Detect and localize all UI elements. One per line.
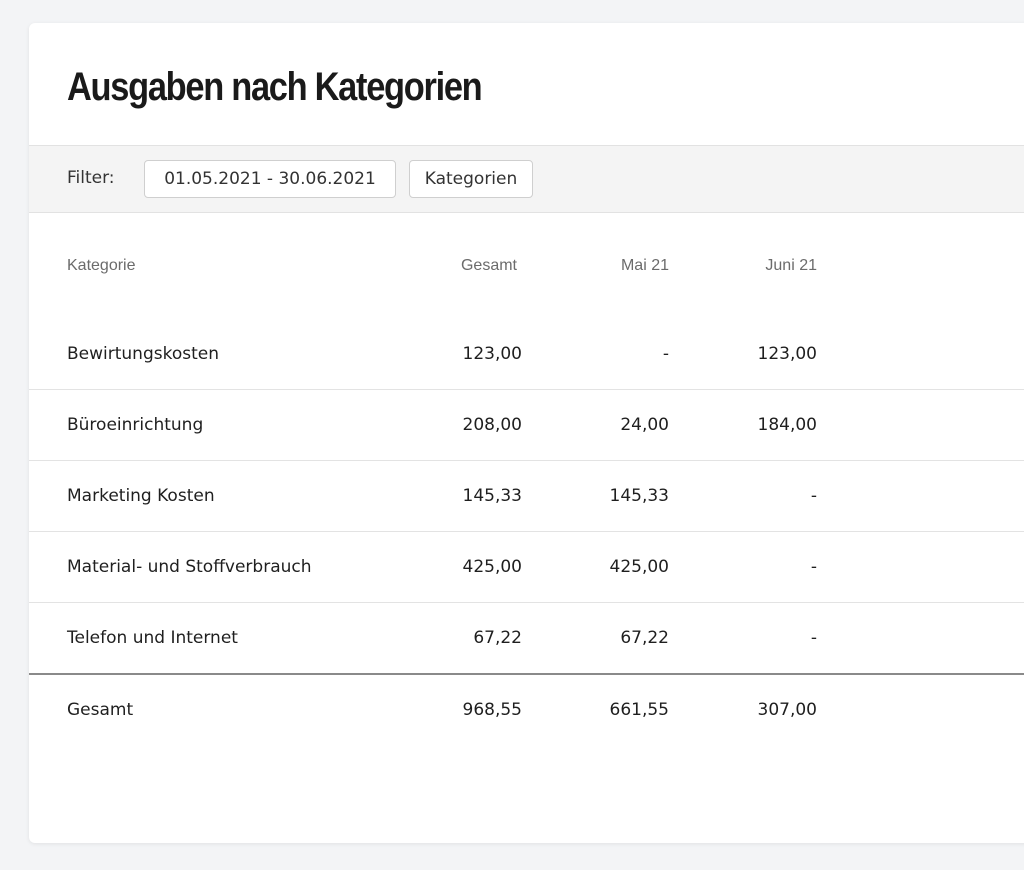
row-total: 123,00 [449,319,522,390]
total-sum: 968,55 [462,700,522,720]
row-spacer [817,531,1024,603]
filter-bar: Filter: 01.05.2021 - 30.06.2021 Kategori… [29,146,1024,213]
row-month-may: 67,22 [522,602,669,675]
row-month-june: - [669,460,817,532]
table-row[interactable]: Material- und Stoffverbrauch 425,00 425,… [29,531,1024,603]
page-title: Ausgaben nach Kategorien [67,65,483,109]
header-month-june[interactable]: Juni 21 [765,257,817,274]
report-card: Ausgaben nach Kategorien Filter: 01.05.2… [29,23,1024,843]
row-spacer [817,319,1024,390]
header-total[interactable]: Gesamt [460,257,517,274]
date-range-filter-button[interactable]: 01.05.2021 - 30.06.2021 [144,160,396,198]
row-spacer [817,389,1024,461]
row-total: 67,22 [449,602,522,675]
row-month-may: 24,00 [522,389,669,461]
total-label: Gesamt [67,700,134,720]
row-category: Material- und Stoffverbrauch [29,531,449,603]
row-category: Bewirtungskosten [29,319,449,390]
table-total-row: Gesamt 968,55 661,55 307,00 [29,674,1024,745]
row-month-may: 425,00 [522,531,669,603]
header-category[interactable]: Kategorie [67,257,136,274]
row-total: 208,00 [449,389,522,461]
filter-label: Filter: [67,168,115,188]
row-month-may: - [522,319,669,390]
table-row[interactable]: Telefon und Internet 67,22 67,22 - [29,602,1024,675]
row-category: Büroeinrichtung [29,389,449,461]
row-category: Telefon und Internet [29,602,449,675]
row-category: Marketing Kosten [29,460,449,532]
header-spacer [817,213,1024,319]
row-spacer [817,602,1024,675]
total-spacer [817,674,1024,745]
categories-filter-button[interactable]: Kategorien [409,160,533,198]
row-spacer [817,460,1024,532]
table-row[interactable]: Marketing Kosten 145,33 145,33 - [29,460,1024,532]
total-month-may: 661,55 [609,700,669,720]
row-month-may: 145,33 [522,460,669,532]
row-total: 425,00 [449,531,522,603]
row-month-june: 123,00 [669,319,817,390]
table-row[interactable]: Büroeinrichtung 208,00 24,00 184,00 [29,389,1024,461]
total-month-june: 307,00 [757,700,817,720]
row-total: 145,33 [449,460,522,532]
expenses-table: Kategorie Gesamt Mai 21 Juni 21 Bewirtun… [29,213,1024,745]
table-row[interactable]: Bewirtungskosten 123,00 - 123,00 [29,319,1024,390]
header-month-may[interactable]: Mai 21 [620,257,669,274]
table-header-row: Kategorie Gesamt Mai 21 Juni 21 [29,213,1024,319]
report-header: Ausgaben nach Kategorien [29,23,1024,146]
row-month-june: - [669,602,817,675]
row-month-june: 184,00 [669,389,817,461]
row-month-june: - [669,531,817,603]
